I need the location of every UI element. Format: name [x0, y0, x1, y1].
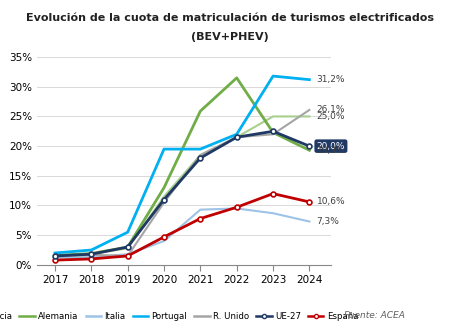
Legend: Francia, Alemania, Italia, Portugal, R. Unido, UE-27, España: Francia, Alemania, Italia, Portugal, R. … [0, 309, 361, 323]
Text: 31,2%: 31,2% [316, 75, 344, 84]
Text: Fuente: ACEA: Fuente: ACEA [343, 311, 404, 320]
Text: 19,3%: 19,3% [316, 146, 345, 155]
Text: 25,0%: 25,0% [316, 112, 344, 121]
Text: 20,0%: 20,0% [316, 142, 344, 151]
Text: 10,6%: 10,6% [316, 197, 345, 206]
Text: 7,3%: 7,3% [316, 217, 339, 226]
Text: 26,1%: 26,1% [316, 105, 344, 114]
Text: (BEV+PHEV): (BEV+PHEV) [190, 32, 269, 42]
Text: Evolución de la cuota de matriculación de turismos electrificados: Evolución de la cuota de matriculación d… [26, 13, 433, 23]
